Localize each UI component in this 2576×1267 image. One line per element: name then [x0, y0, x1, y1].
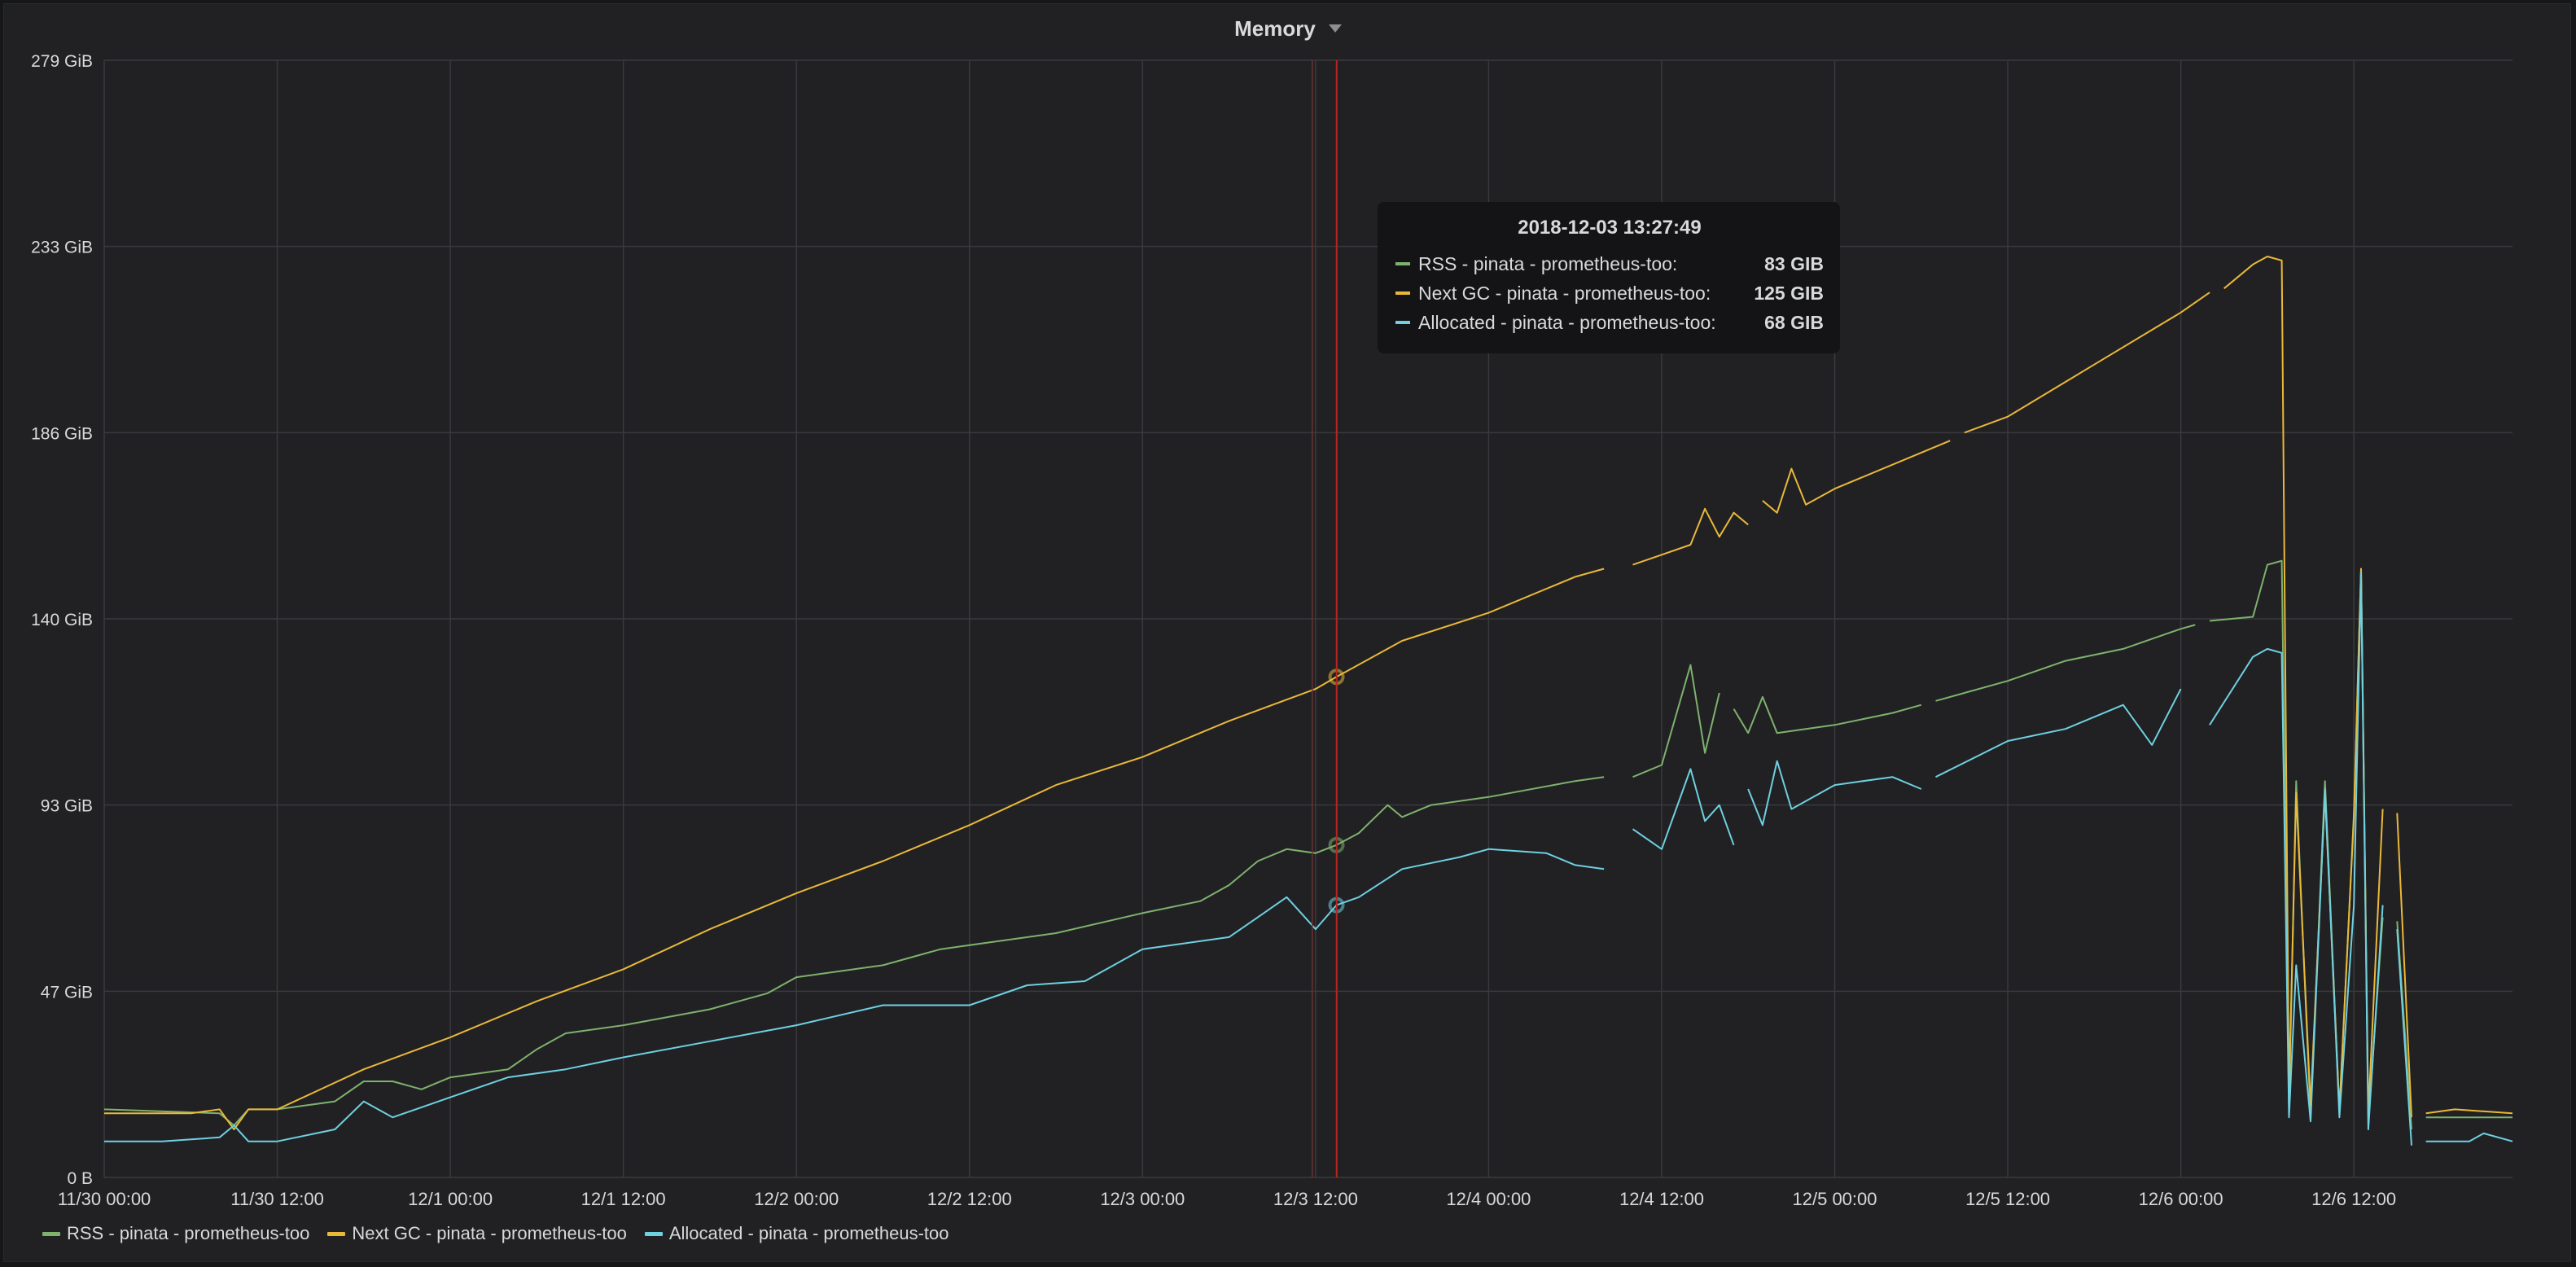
series-line-allocated: [2209, 572, 2384, 1130]
series-line-allocated: [1935, 688, 2182, 778]
series-rss: [103, 559, 2512, 1130]
series-next-gc: [104, 256, 2513, 1130]
series-lines: [103, 256, 2513, 1146]
x-tick-label: 12/2 00:00: [754, 1189, 839, 1209]
y-tick-label: 93 GiB: [41, 797, 93, 816]
y-tick-label: 140 GiB: [31, 611, 93, 629]
memory-panel: [3, 3, 2571, 1262]
y-tick-label: 279 GiB: [31, 52, 93, 71]
legend-label-next-gc[interactable]: Next GC - pinata - prometheus-too: [352, 1223, 627, 1243]
series-line-next-gc: [104, 568, 1605, 1130]
tooltip-value-allocated: 68 GIB: [1764, 311, 1824, 333]
tooltip-row-rss: RSS - pinata - prometheus-too: 83 GIB: [1395, 249, 1824, 278]
hover-cursor: [1312, 60, 1338, 1177]
x-tick-label: 12/5 12:00: [1965, 1189, 2050, 1209]
x-axis-ticks: 11/30 00:00 11/30 12:00 12/1 00:00 12/1 12:…: [58, 1189, 2396, 1209]
tooltip-value-next-gc: 125 GIB: [1754, 282, 1824, 304]
x-tick-label: 11/30 00:00: [58, 1189, 151, 1209]
y-tick-label: 47 GiB: [41, 983, 93, 1002]
caret-down-icon[interactable]: [1328, 24, 1342, 33]
legend-item-allocated[interactable]: Allocated - pinata - prometheus-too: [644, 1223, 949, 1244]
tooltip-name-rss: RSS - pinata - prometheus-too:: [1418, 252, 1678, 274]
hover-tooltip: 2018-12-03 13:27:49 RSS - pinata - prome…: [1378, 202, 1840, 353]
tooltip-name-allocated: Allocated - pinata - prometheus-too:: [1418, 311, 1716, 333]
series-line-next-gc: [1964, 292, 2210, 434]
x-tick-label: 12/4 12:00: [1619, 1189, 1704, 1209]
x-tick-label: 12/2 12:00: [927, 1189, 1012, 1209]
tooltip-time: 2018-12-03 13:27:49: [1518, 217, 1702, 239]
x-tick-label: 12/3 00:00: [1100, 1189, 1185, 1209]
series-line-allocated: [104, 848, 1605, 1142]
series-line-rss: [1935, 624, 2196, 702]
x-tick-label: 12/1 12:00: [581, 1189, 666, 1209]
grid-lines: [103, 59, 2512, 1178]
series-line-rss: [1733, 695, 1922, 734]
series-line-next-gc: [2425, 1108, 2513, 1115]
tooltip-value-rss: 83 GIB: [1764, 252, 1824, 274]
legend-swatch-next-gc: [327, 1231, 346, 1236]
panel-title-text[interactable]: Memory: [1234, 15, 1316, 41]
series-line-rss: [2209, 559, 2384, 1123]
series-line-allocated: [1747, 760, 1922, 826]
tooltip-swatch-allocated: [1395, 321, 1410, 324]
legend: RSS - pinata - prometheus-too Next GC - …: [42, 1223, 949, 1244]
tooltip-swatch-rss: [1395, 262, 1410, 265]
tooltip-swatch-next-gc: [1395, 292, 1410, 295]
series-line-allocated: [1632, 768, 1735, 850]
y-tick-label: 233 GiB: [31, 239, 93, 257]
y-tick-label: 186 GiB: [31, 424, 93, 443]
legend-item-rss[interactable]: RSS - pinata - prometheus-too: [42, 1223, 309, 1244]
tooltip-name-next-gc: Next GC - pinata - prometheus-too:: [1418, 282, 1711, 304]
legend-label-rss[interactable]: RSS - pinata - prometheus-too: [67, 1223, 310, 1243]
series-line-rss: [1632, 664, 1720, 778]
x-tick-label: 12/3 12:00: [1273, 1189, 1358, 1209]
series-allocated: [104, 572, 2513, 1146]
x-tick-label: 12/1 00:00: [408, 1189, 493, 1209]
tooltip-row-next-gc: Next GC - pinata - prometheus-too: 125 G…: [1395, 278, 1824, 308]
x-tick-label: 12/6 12:00: [2311, 1189, 2396, 1209]
tooltip-row-allocated: Allocated - pinata - prometheus-too: 68 …: [1395, 308, 1824, 337]
legend-item-next-gc[interactable]: Next GC - pinata - prometheus-too: [327, 1223, 627, 1244]
series-line-allocated: [2425, 1132, 2513, 1142]
series-line-next-gc: [1632, 507, 1749, 566]
x-tick-label: 12/6 00:00: [2139, 1189, 2223, 1209]
series-line-next-gc: [1762, 440, 1951, 514]
legend-label-allocated[interactable]: Allocated - pinata - prometheus-too: [668, 1223, 949, 1243]
series-line-allocated: [2396, 929, 2412, 1146]
x-tick-label: 12/4 00:00: [1446, 1189, 1531, 1209]
series-line-next-gc: [2396, 813, 2412, 1118]
y-tick-label: 0 B: [67, 1169, 93, 1188]
x-tick-label: 12/5 00:00: [1793, 1189, 1877, 1209]
y-axis-ticks: 0 B 47 GiB 93 GiB 140 GiB 186 GiB 233 GiB 279 …: [31, 52, 93, 1188]
x-tick-label: 11/30 12:00: [230, 1189, 324, 1209]
legend-swatch-allocated: [644, 1231, 663, 1236]
panel-title[interactable]: Memory: [0, 15, 2576, 42]
legend-swatch-rss: [42, 1231, 60, 1236]
series-line-rss: [103, 776, 1605, 1127]
